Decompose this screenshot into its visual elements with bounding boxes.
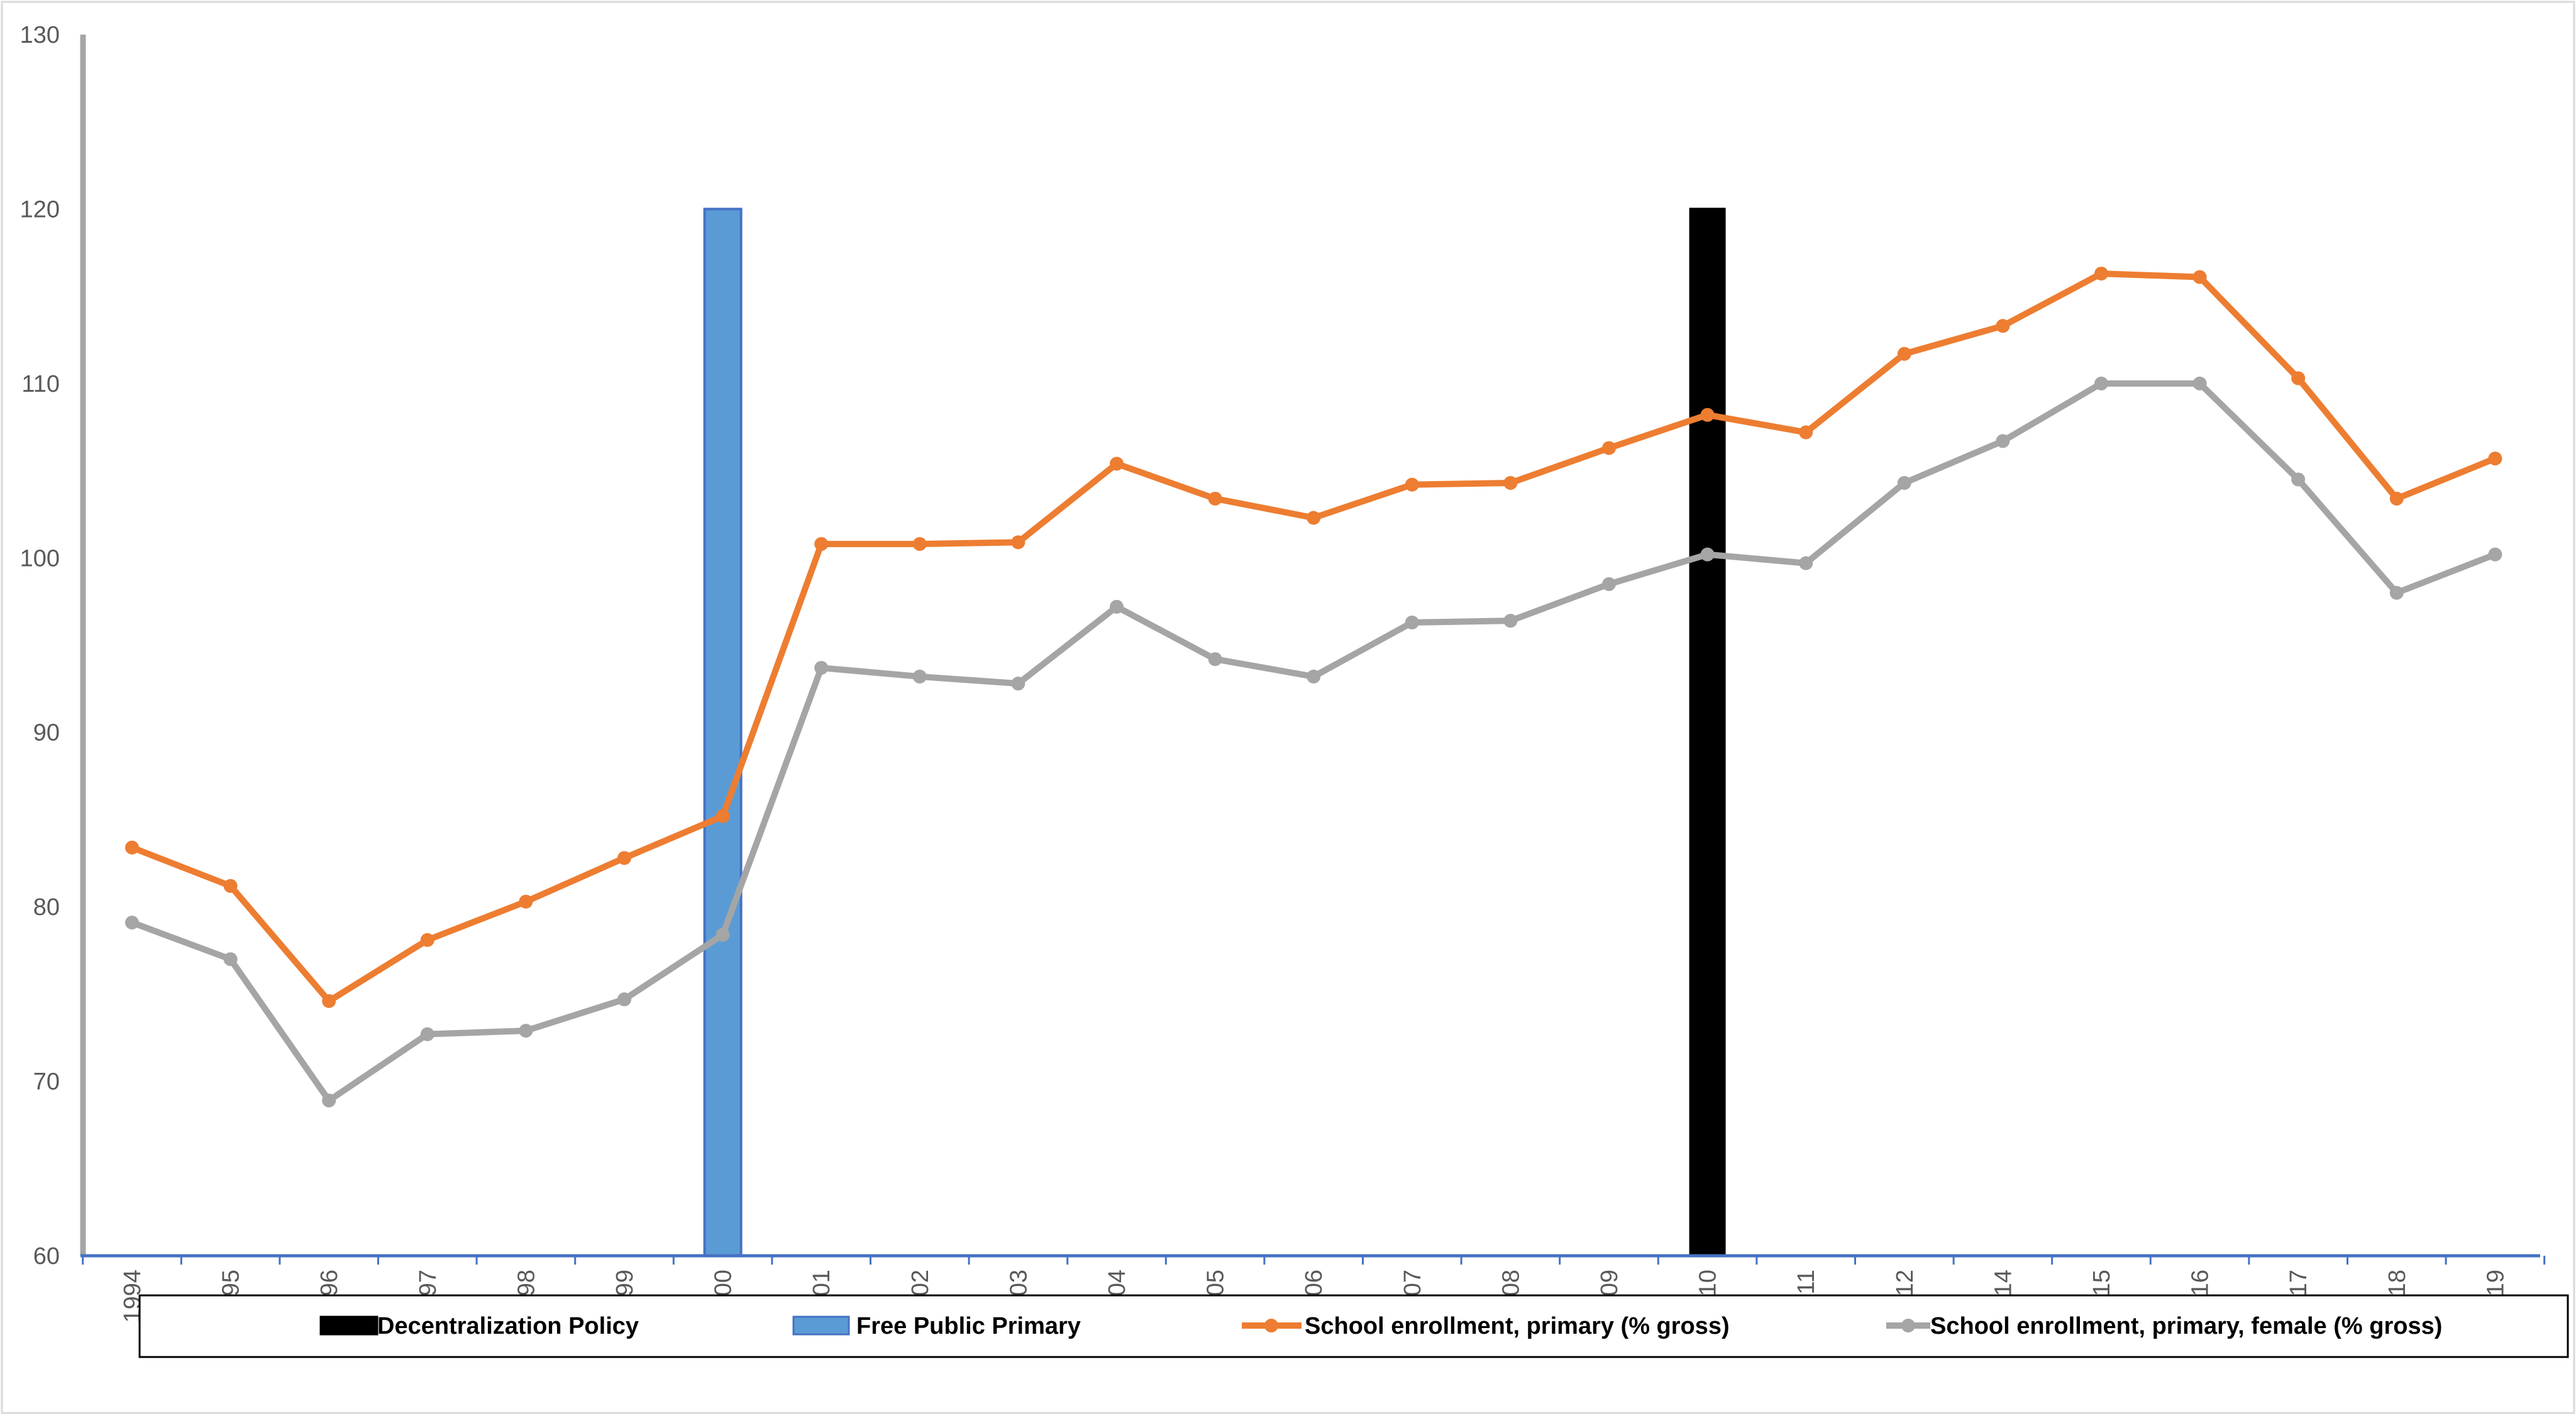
legend-swatch <box>319 1316 379 1336</box>
data-point <box>1799 556 1813 570</box>
data-point <box>1110 599 1124 614</box>
data-point <box>223 878 238 893</box>
data-point <box>814 537 829 551</box>
data-point <box>519 894 533 909</box>
data-point <box>617 851 631 865</box>
data-point <box>1208 652 1222 667</box>
data-point <box>1602 577 1616 591</box>
data-point <box>2094 376 2108 391</box>
y-tick-label: 80 <box>33 894 60 921</box>
legend-label: School enrollment, primary (% gross) <box>1305 1313 1730 1339</box>
y-axis-ticks: 60 70 80 90 100 110 120 130 <box>20 22 60 1270</box>
event-bar <box>1689 208 1726 1257</box>
data-point <box>1503 475 1518 490</box>
data-point <box>1799 425 1813 440</box>
data-point <box>322 1094 336 1108</box>
data-point <box>1307 669 1321 684</box>
data-point <box>716 928 730 942</box>
data-point <box>1011 535 1025 550</box>
data-point <box>1897 346 1911 361</box>
data-point <box>223 952 238 967</box>
legend-marker <box>1264 1319 1278 1332</box>
data-point <box>1307 511 1321 525</box>
y-tick-label: 60 <box>33 1243 60 1270</box>
legend-swatch <box>792 1316 850 1336</box>
data-point <box>2488 547 2502 562</box>
legend: Decentralization Policy Free Public Prima… <box>138 1294 2569 1358</box>
data-point <box>814 661 829 675</box>
legend-label: School enrollment, primary, female (% gr… <box>1930 1313 2442 1339</box>
y-tick-label: 110 <box>21 371 60 397</box>
data-point <box>1208 491 1222 506</box>
data-point <box>1996 434 2010 448</box>
data-point <box>1110 457 1124 471</box>
y-tick-label: 120 <box>20 196 60 223</box>
data-point <box>1011 677 1025 691</box>
data-point <box>1405 615 1419 629</box>
data-point <box>1602 441 1616 455</box>
data-point <box>912 669 927 684</box>
y-tick-label: 100 <box>20 545 60 572</box>
y-tick-label: 90 <box>33 720 60 746</box>
data-point <box>2389 491 2404 506</box>
y-tick-label: 130 <box>20 22 60 48</box>
legend-label: Decentralization Policy <box>377 1313 639 1339</box>
data-point <box>2389 585 2404 600</box>
data-point <box>519 1024 533 1038</box>
data-point <box>1996 319 2010 333</box>
data-point <box>125 916 139 930</box>
data-point <box>617 992 631 1007</box>
event-bar <box>703 208 743 1257</box>
series-lines <box>125 267 2502 1108</box>
data-point <box>716 809 730 823</box>
data-point <box>420 1027 434 1041</box>
data-point <box>2488 451 2502 466</box>
event-bars <box>703 208 1726 1257</box>
data-point <box>1700 407 1715 422</box>
data-point <box>2291 371 2306 385</box>
legend-marker <box>1901 1319 1915 1332</box>
y-tick-label: 70 <box>33 1069 60 1095</box>
data-point <box>912 537 927 551</box>
data-point <box>420 933 434 947</box>
data-point <box>2291 472 2306 487</box>
data-point <box>1700 547 1715 562</box>
axes <box>80 35 2540 1258</box>
legend-box <box>138 1294 2569 1358</box>
legend-label: Free Public Primary <box>856 1313 1081 1339</box>
data-point <box>2094 267 2108 281</box>
data-point <box>1897 475 1911 490</box>
data-point <box>322 994 336 1008</box>
data-point <box>2192 270 2207 284</box>
data-point <box>125 840 139 855</box>
data-point <box>2192 376 2207 391</box>
data-point <box>1405 477 1419 492</box>
data-point <box>1503 614 1518 628</box>
